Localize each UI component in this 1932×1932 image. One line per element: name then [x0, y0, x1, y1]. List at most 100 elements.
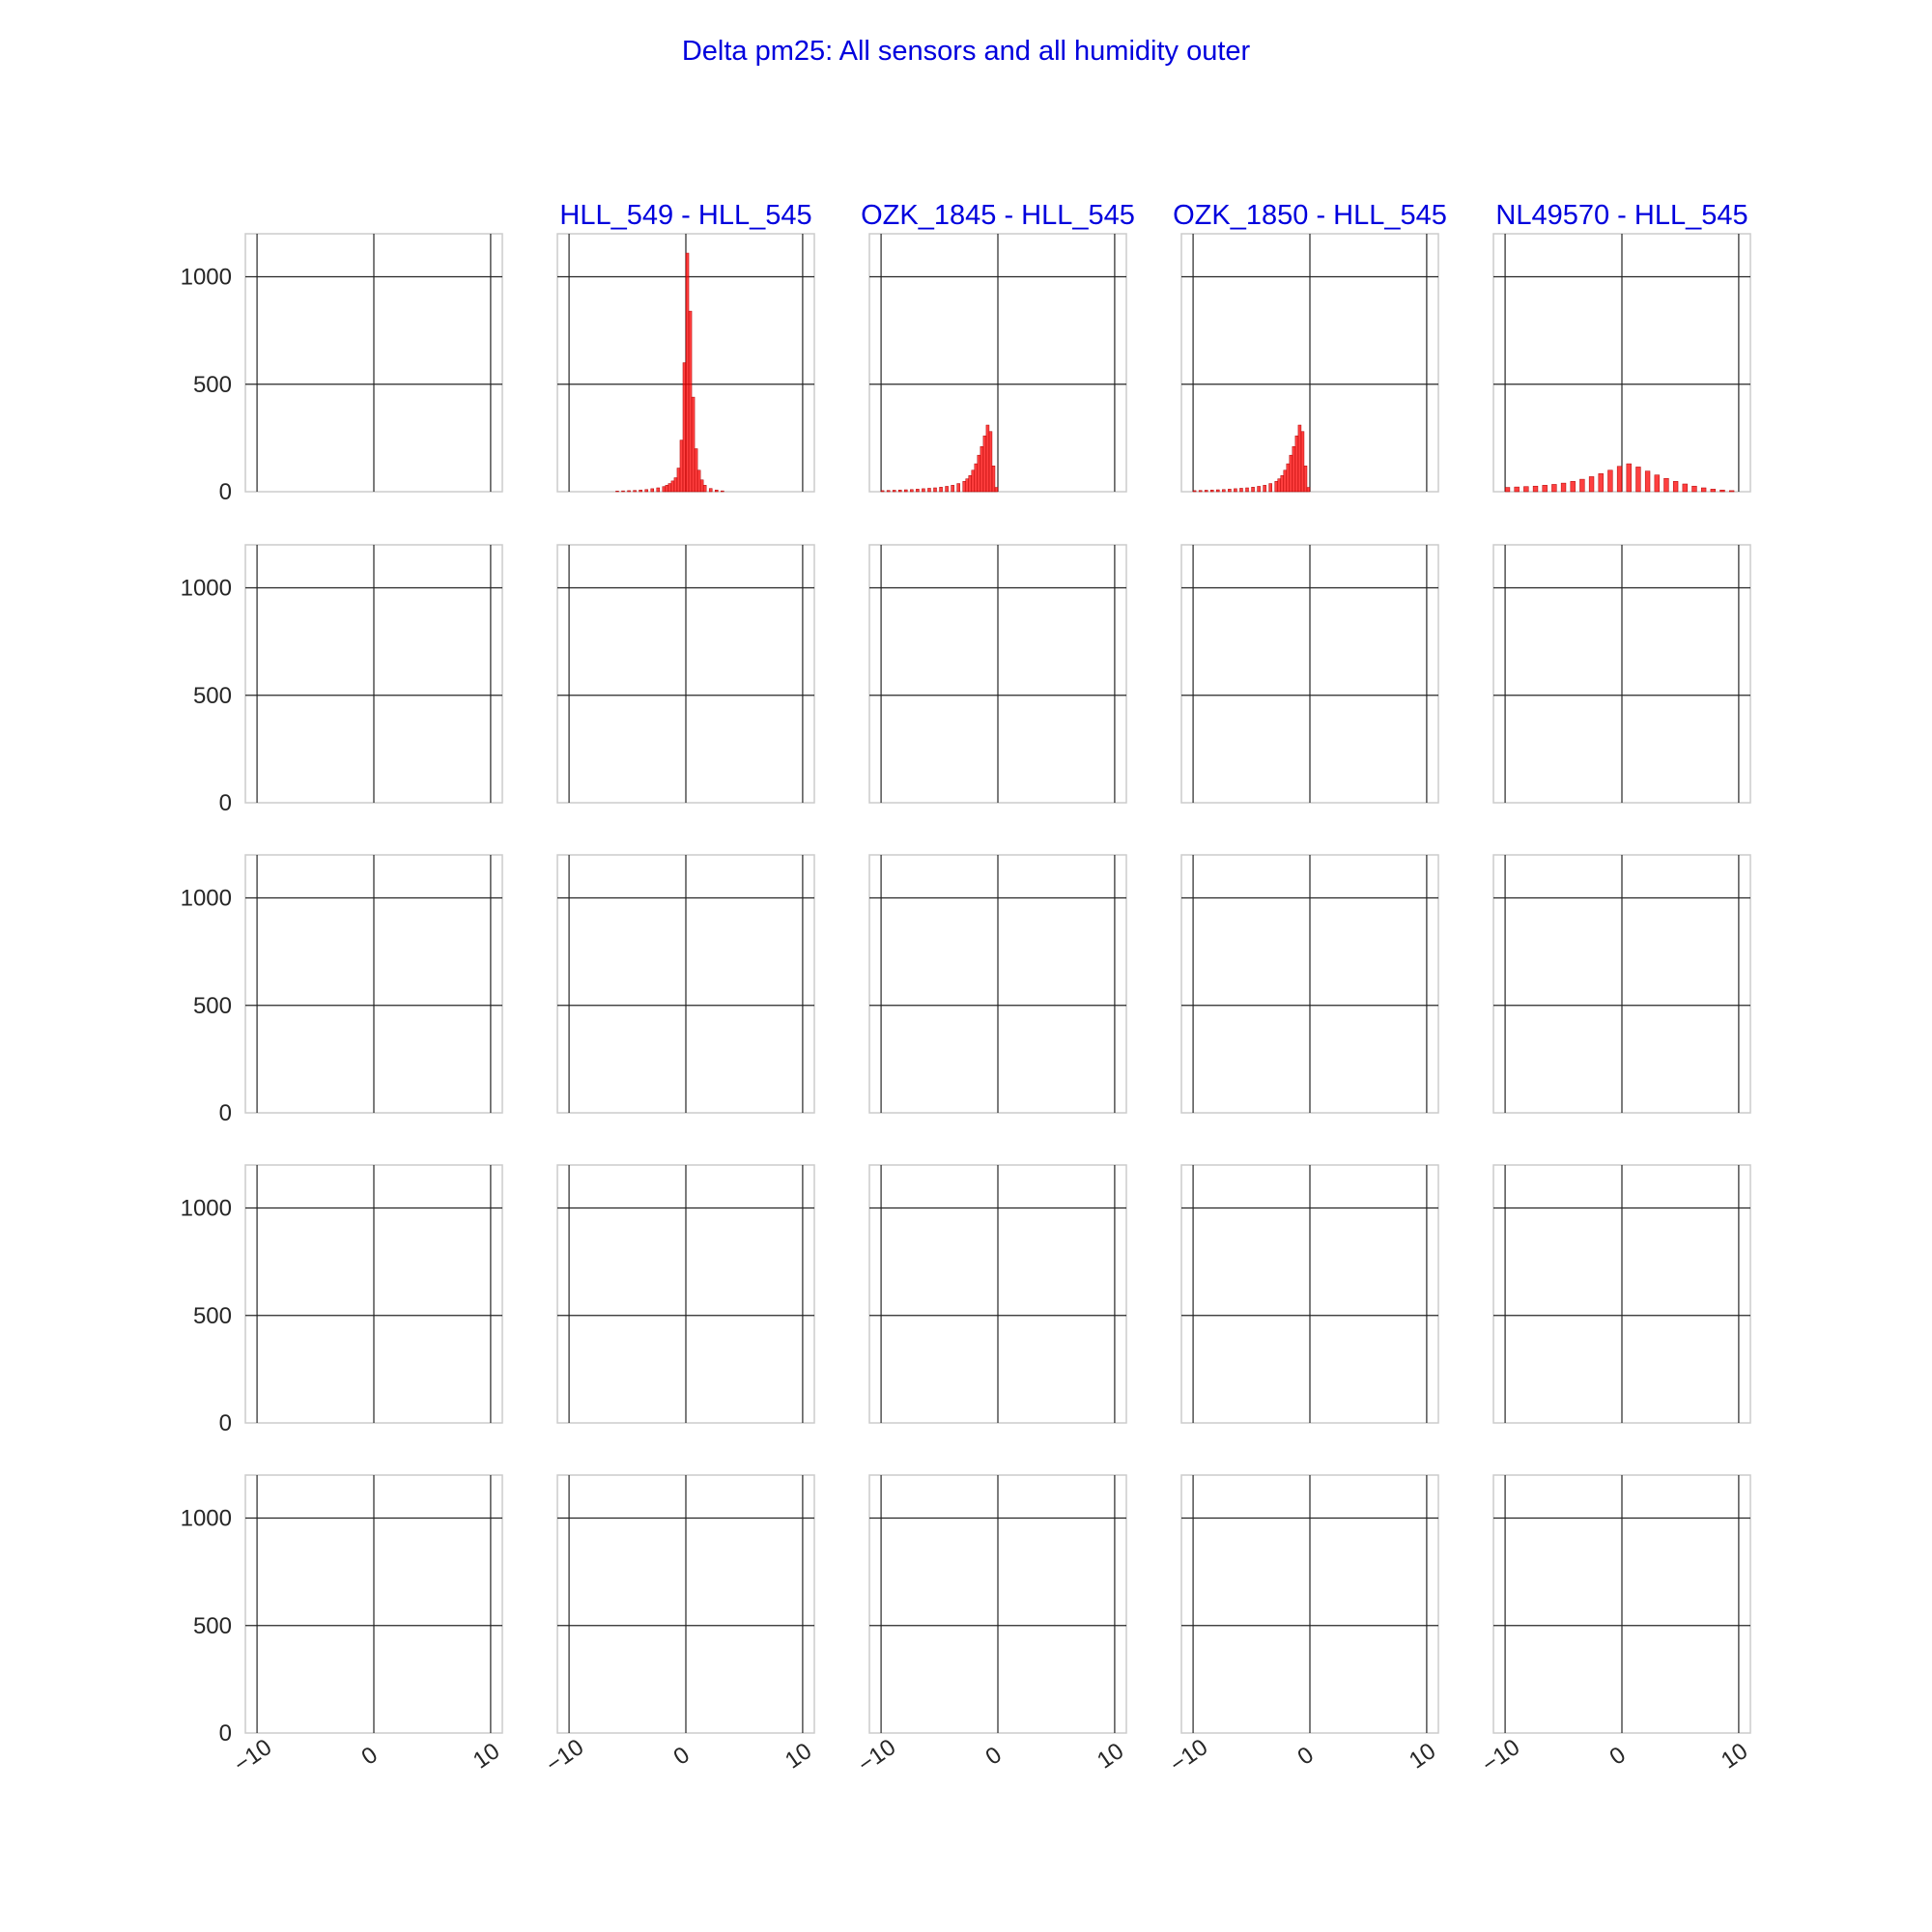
histogram-bar [1644, 470, 1651, 493]
x-tick-label: 0 [980, 1742, 1006, 1771]
y-tick-label: 1000 [181, 1506, 232, 1532]
histogram-bar [1551, 484, 1557, 493]
figure-title: Delta pm25: All sensors and all humidity… [682, 36, 1251, 67]
panel-r3-c3 [1180, 1164, 1439, 1424]
y-tick-label: 0 [219, 790, 232, 816]
histogram-bar [971, 469, 976, 493]
histogram-bar [1616, 466, 1623, 493]
x-tick-label: 0 [1605, 1742, 1630, 1771]
histogram-bar [688, 310, 693, 493]
panel-title: OZK_1845 - HLL_545 [861, 200, 1135, 231]
histogram-bar [965, 478, 970, 493]
y-tick-label: 0 [219, 1410, 232, 1436]
histogram-bar [650, 488, 655, 493]
panel-r1-c3 [1180, 544, 1439, 804]
histogram-bar [933, 487, 937, 493]
histogram-bar [668, 483, 672, 493]
x-tick-label: −10 [229, 1734, 276, 1777]
histogram-bar [1280, 475, 1285, 493]
histogram-bar [1570, 481, 1576, 493]
histogram-bar [1274, 481, 1279, 493]
x-tick-label: 10 [1405, 1738, 1440, 1774]
y-tick-label: 1000 [181, 886, 232, 912]
panel-r0-c1: HLL_549 - HLL_545 [556, 200, 815, 493]
histogram-bar [615, 491, 619, 493]
panel-r2-c2 [868, 854, 1127, 1114]
histogram-bar [939, 487, 943, 493]
panel-title: HLL_549 - HLL_545 [559, 200, 811, 231]
histogram-bar [1289, 454, 1293, 493]
histogram-bar [662, 486, 667, 493]
histogram-bar [1542, 485, 1548, 493]
histogram-bar [1228, 489, 1232, 493]
panel-r1-c4 [1492, 544, 1751, 804]
y-tick-label: 500 [193, 372, 232, 398]
histogram-bar [1251, 487, 1255, 493]
histogram-bar [892, 490, 896, 493]
panel-r0-c0: 0 500 1000 [181, 233, 503, 505]
histogram-bar [951, 485, 954, 493]
x-tick-label: −10 [541, 1734, 588, 1777]
panel-r4-c1: −10 0 10 [541, 1474, 816, 1778]
histogram-bar [1209, 489, 1214, 493]
histogram-bar [1245, 487, 1249, 493]
histogram-bar [886, 490, 891, 493]
panel-title: NL49570 - HLL_545 [1495, 200, 1747, 231]
x-tick-label: 0 [668, 1742, 694, 1771]
histogram-bar [1263, 485, 1266, 493]
histogram-bar [988, 431, 993, 493]
histogram-bar [1216, 489, 1220, 493]
histogram-bar [1294, 435, 1299, 493]
histogram-bar [1728, 490, 1735, 493]
panel-r0-c4: NL49570 - HLL_545 [1492, 200, 1751, 493]
y-tick-label: 0 [219, 1100, 232, 1126]
histogram-bar [1588, 476, 1595, 493]
histogram-bar [956, 483, 960, 493]
histogram-bar [1700, 487, 1707, 493]
histogram-bar [897, 489, 902, 493]
x-tick-label: 10 [1717, 1738, 1752, 1774]
panel-r4-c3: −10 0 10 [1165, 1474, 1440, 1778]
histogram-bar [714, 489, 719, 493]
x-tick-label: −10 [1165, 1734, 1212, 1777]
histogram-bar [656, 487, 661, 493]
histogram-bar [702, 485, 707, 493]
histogram-bar [1306, 487, 1311, 493]
y-tick-label: 500 [193, 683, 232, 709]
histogram-bar [676, 468, 681, 493]
histogram-bar [685, 252, 690, 493]
histogram-bar [1268, 483, 1272, 493]
histogram-bar [1239, 488, 1243, 493]
x-tick-label: 10 [1093, 1738, 1128, 1774]
histogram-bar [673, 477, 678, 493]
y-tick-label: 500 [193, 1613, 232, 1639]
panel-r3-c0: 0 500 1000 [181, 1164, 503, 1436]
histogram-bar [1277, 478, 1282, 493]
histogram-bar [962, 481, 967, 493]
histogram-bar [1204, 490, 1208, 493]
histogram-bar [1663, 477, 1669, 493]
histogram-bar [633, 490, 637, 493]
histogram-bar [1234, 488, 1237, 493]
y-tick-label: 0 [219, 479, 232, 505]
y-tick-label: 1000 [181, 265, 232, 291]
histogram-bar [691, 396, 696, 493]
histogram-bar [1222, 489, 1226, 493]
histogram-bar [1504, 487, 1511, 493]
panel-r2-c0: 0 500 1000 [181, 854, 503, 1126]
histogram-bar [1286, 463, 1291, 493]
histogram-bar [927, 488, 931, 493]
histogram-bar [910, 489, 914, 493]
y-tick-label: 1000 [181, 576, 232, 602]
histogram-bar [708, 488, 713, 493]
histogram-bar [1654, 474, 1660, 493]
histogram-bar [1532, 485, 1539, 493]
histogram-bar [621, 490, 625, 493]
panel-r3-c4 [1492, 1164, 1751, 1424]
panel-r1-c2 [868, 544, 1127, 804]
panel-r3-c1 [556, 1164, 815, 1424]
histogram-bar [1691, 485, 1697, 493]
histogram-bar [922, 488, 925, 493]
